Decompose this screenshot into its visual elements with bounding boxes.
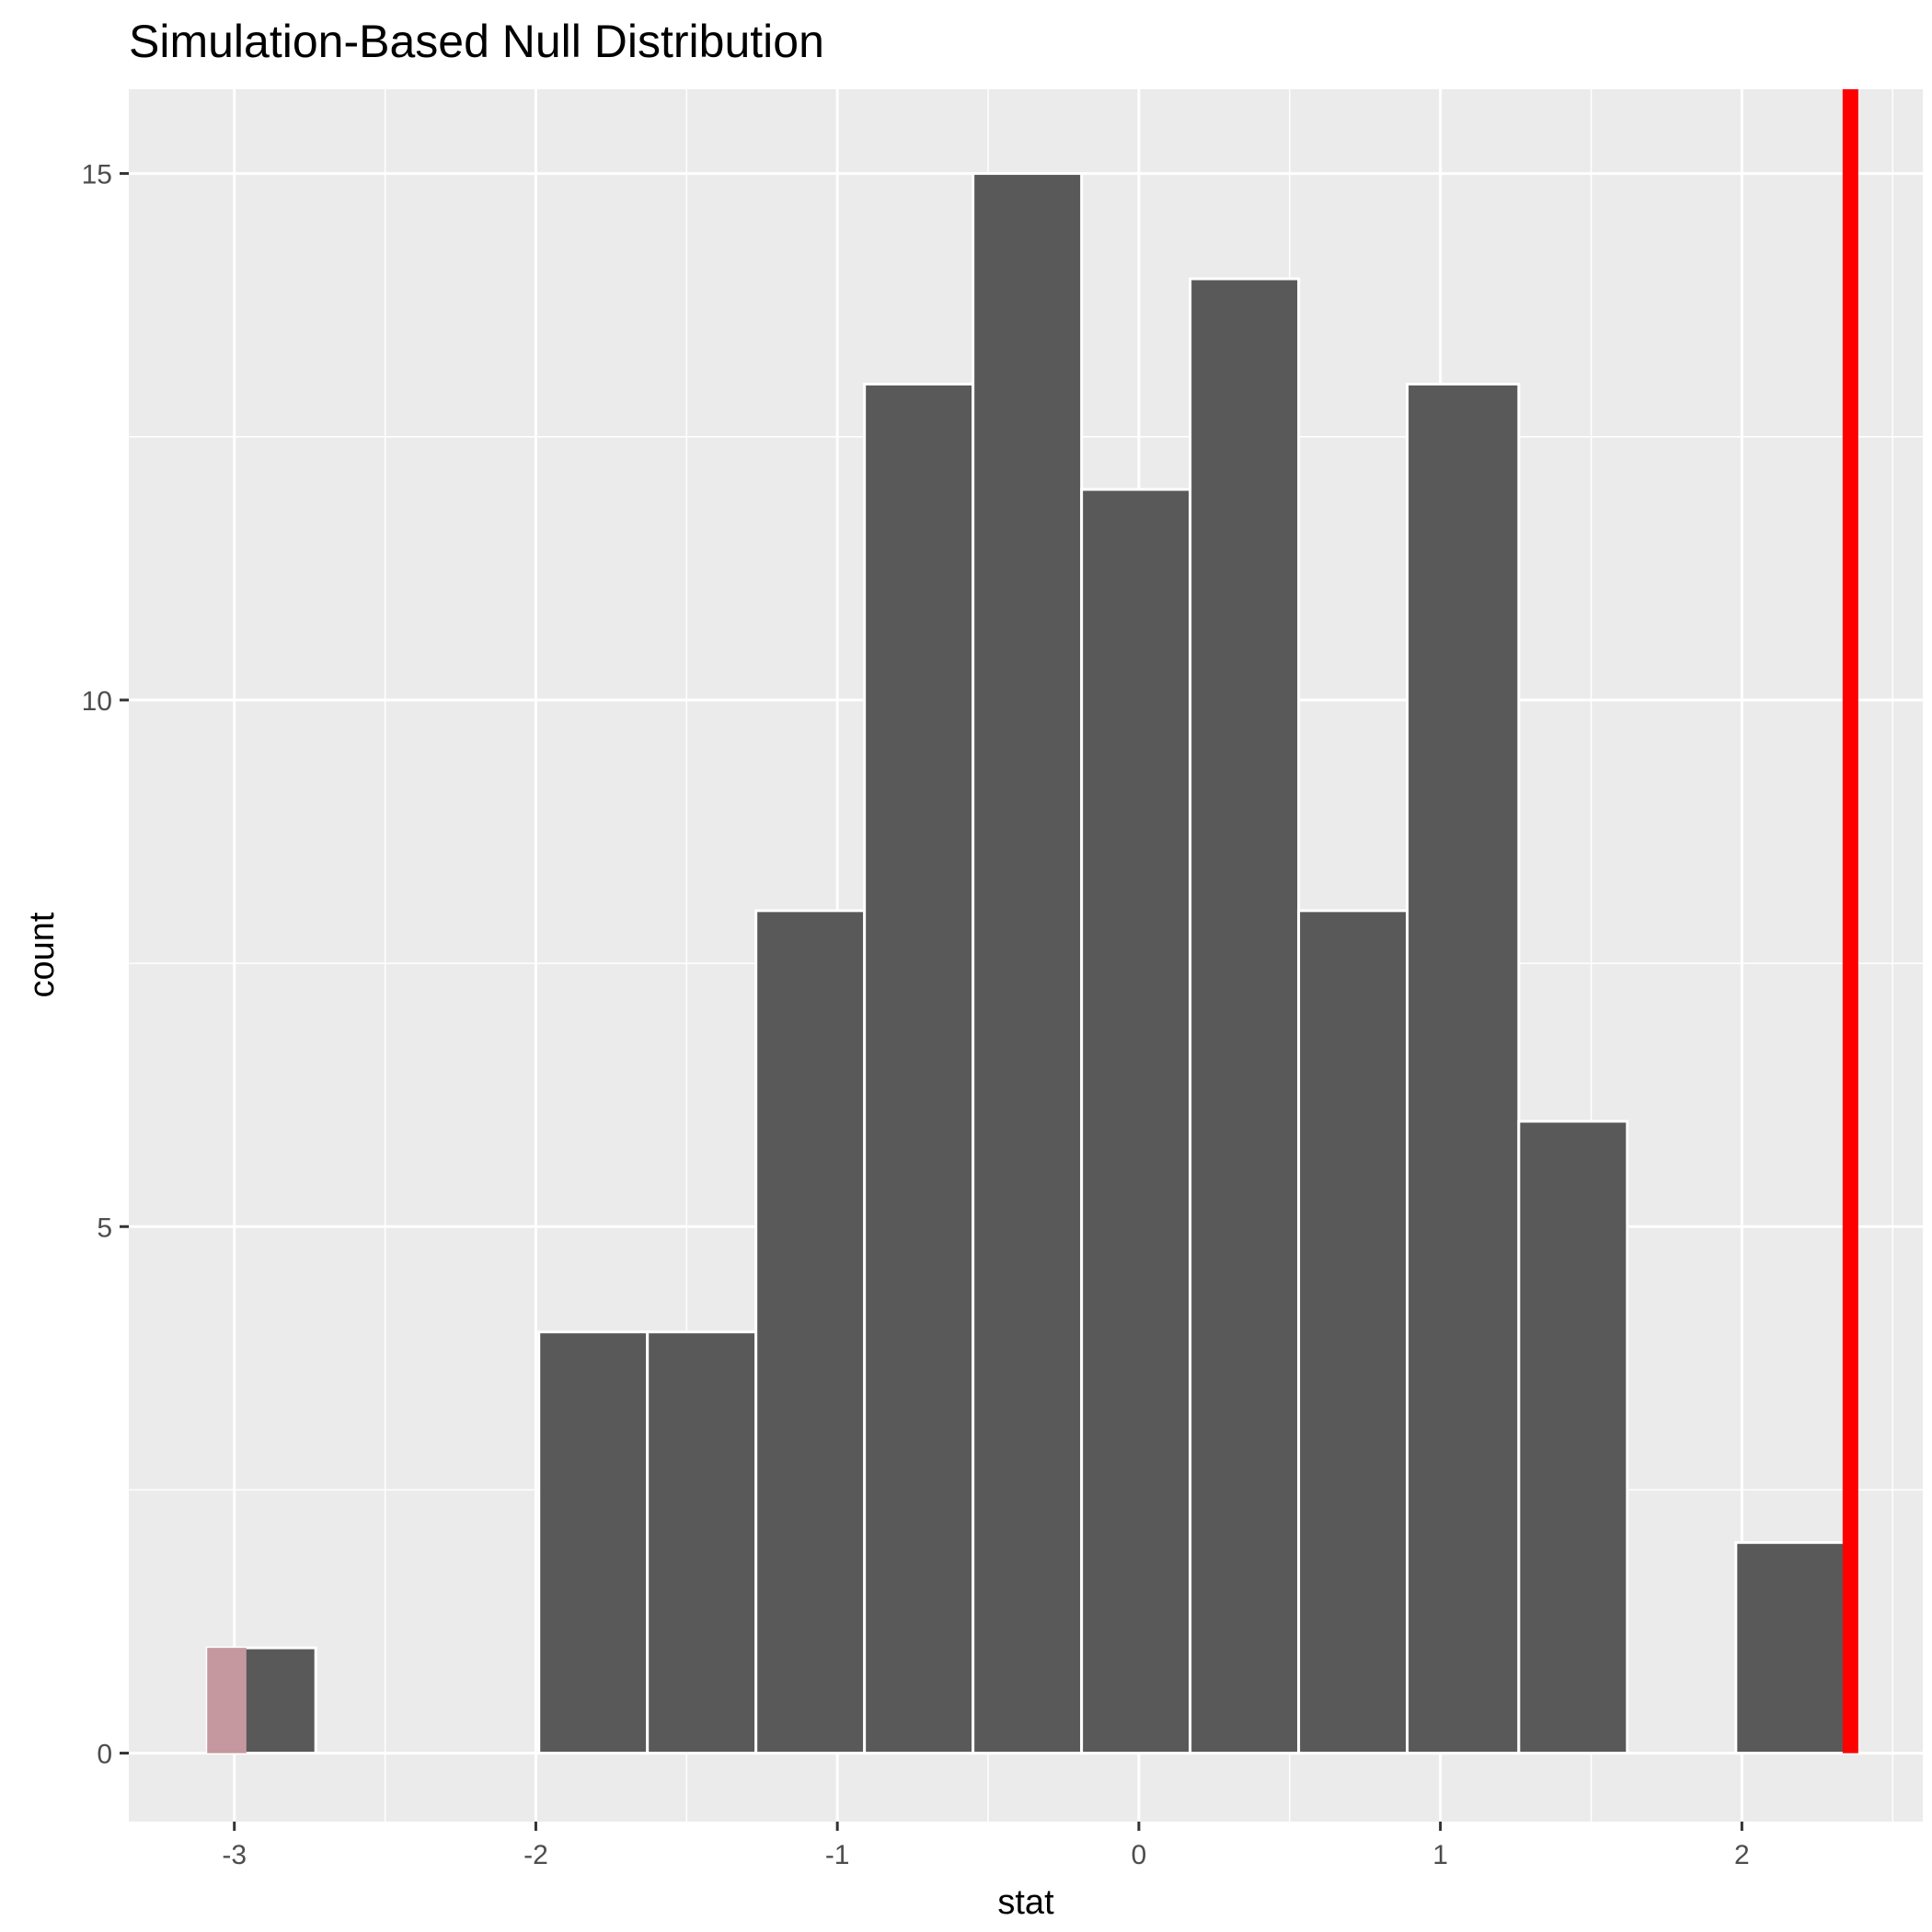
histogram-bar: [1080, 488, 1192, 1755]
histogram-bar: [1517, 1120, 1629, 1755]
x-tick-label: 2: [1734, 1840, 1750, 1870]
chart-title: Simulation-Based Null Distribution: [129, 16, 824, 67]
x-tick-label: 0: [1132, 1840, 1147, 1870]
y-axis-title: count: [23, 912, 62, 997]
histogram-bar: [754, 909, 867, 1755]
histogram-bar: [863, 383, 975, 1755]
y-tick-label: 5: [97, 1213, 112, 1243]
histogram-bar: [1297, 909, 1409, 1755]
x-axis-title: stat: [997, 1883, 1054, 1922]
shaded-tail-bar: [207, 1648, 247, 1754]
y-tick-label: 0: [97, 1740, 112, 1770]
x-tick-label: -3: [222, 1840, 247, 1870]
y-tick-label: 15: [82, 160, 112, 190]
histogram-bar: [972, 172, 1084, 1755]
y-tick-label: 10: [82, 686, 112, 717]
x-axis: -3 -2 -1 0 1 2: [222, 1822, 1750, 1870]
histogram-bar: [1406, 383, 1521, 1755]
histogram-bar: [1734, 1541, 1846, 1755]
y-axis: 0 5 10 15: [82, 160, 129, 1770]
histogram-bar: [646, 1330, 758, 1755]
histogram-bar: [537, 1330, 650, 1755]
x-tick-label: -1: [825, 1840, 850, 1870]
histogram-bar: [1189, 277, 1301, 1755]
shaded-region: [207, 1648, 247, 1754]
x-tick-label: 1: [1432, 1840, 1448, 1870]
x-tick-label: -2: [523, 1840, 548, 1870]
